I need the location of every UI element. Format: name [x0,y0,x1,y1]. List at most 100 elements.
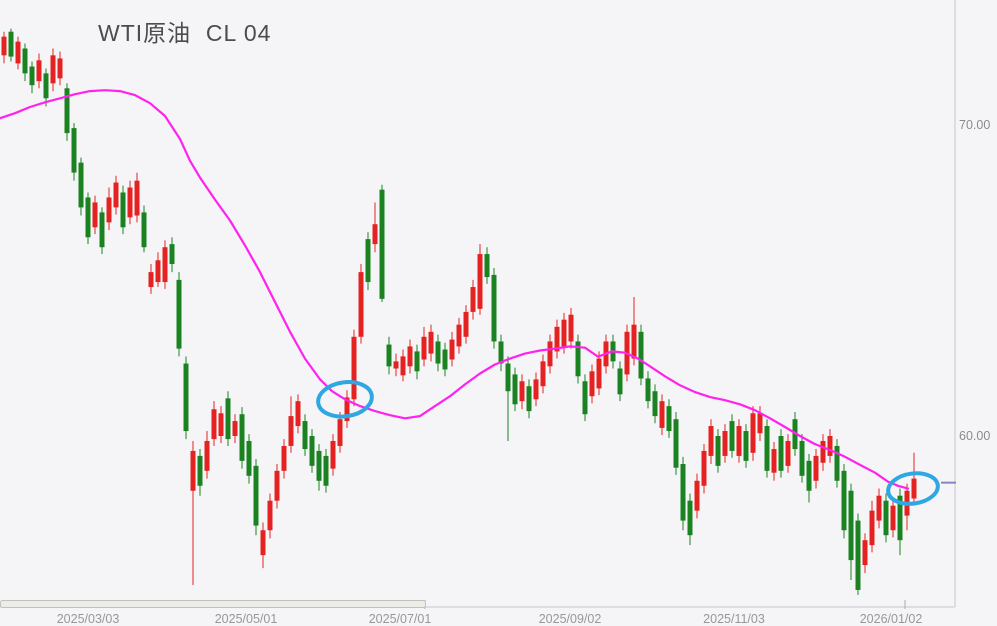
candle-body [547,341,553,367]
candle-body [127,187,133,218]
candle-body [799,440,805,476]
candle-body [456,324,462,347]
candle-body [806,460,812,491]
candle-body [869,510,875,546]
annotation-ellipse [316,380,374,419]
candle-body [778,436,784,471]
candle-body [253,465,259,526]
moving-average-line [0,89,910,490]
candle-body [183,363,189,432]
candle-body [715,436,721,466]
candle-body [407,346,413,367]
candle-body [449,339,455,360]
candle-body [722,431,728,456]
candle-body [813,455,819,481]
candle-body [50,55,56,84]
candle-body [757,413,763,434]
candle-series [1,28,917,595]
candle-body [337,419,343,446]
candle-body [106,197,112,223]
candle-body [330,440,336,469]
x-axis-label: 2025/07/01 [369,612,432,626]
x-axis-label: 2025/09/02 [539,612,602,626]
candle-body [442,349,448,370]
x-axis-label: 2025/03/03 [57,612,120,626]
y-axis-label: 60.00 [959,429,990,443]
candle-body [659,401,665,428]
candle-body [519,381,525,402]
candle-body [8,31,14,57]
candle-body [386,344,392,367]
candle-body [78,162,84,208]
candle-body [393,361,399,369]
candle-body [680,463,686,521]
candle-body [897,495,903,541]
candle-body [372,224,378,245]
candle-body [295,401,301,427]
candle-body [267,500,273,531]
candle-body [421,336,427,360]
candle-body [344,397,350,422]
candle-body [176,279,182,349]
candle-body [701,450,707,486]
candle-body [281,445,287,471]
scrollbar-thumb[interactable] [0,600,426,608]
candle-body [99,212,105,248]
candle-body [218,413,224,436]
candle-body [652,391,658,417]
candle-body [190,450,196,491]
candle-body [85,197,91,238]
candle-body [204,440,210,471]
candle-body [15,41,21,64]
candle-body [631,324,637,359]
candle-body [708,426,714,456]
candle-body [148,272,154,288]
candle-body [365,239,371,283]
candle-body [890,505,896,531]
candle-body [316,450,322,481]
candle-body [120,192,126,228]
highlight-ellipses [316,380,940,506]
candle-body [260,530,266,556]
x-axis-label: 2026/01/02 [860,612,923,626]
candle-body [36,60,42,82]
candle-body [92,202,98,228]
candle-body [687,500,693,536]
candle-body [764,426,770,471]
candle-body [232,421,238,436]
candle-body [638,331,644,379]
candle-body [855,520,861,590]
candle-body [141,212,147,248]
chart-scrollbar[interactable] [0,600,426,608]
candle-body [302,421,308,450]
candle-body [743,431,749,461]
candle-body [666,406,672,432]
candle-body [71,128,77,173]
candle-body [554,326,560,352]
candle-body [883,500,889,536]
candle-body [736,426,742,456]
candle-body [589,371,595,397]
candle-body [596,358,602,389]
candle-body [379,189,385,299]
candle-body [820,440,826,463]
candle-body [645,378,651,402]
candle-body [911,478,917,499]
candle-body [239,414,245,461]
candle-body [876,495,882,521]
candle-body [582,381,588,415]
candle-body [848,490,854,561]
candle-body [463,311,469,337]
candle-body [57,58,63,79]
candle-body [512,374,518,405]
candle-body [64,88,70,134]
candle-body [841,470,847,531]
candle-body [617,368,623,395]
candle-body [470,287,476,312]
candle-body [750,413,756,453]
candle-body [568,314,574,342]
candle-body [827,436,833,456]
candle-body [400,356,406,376]
